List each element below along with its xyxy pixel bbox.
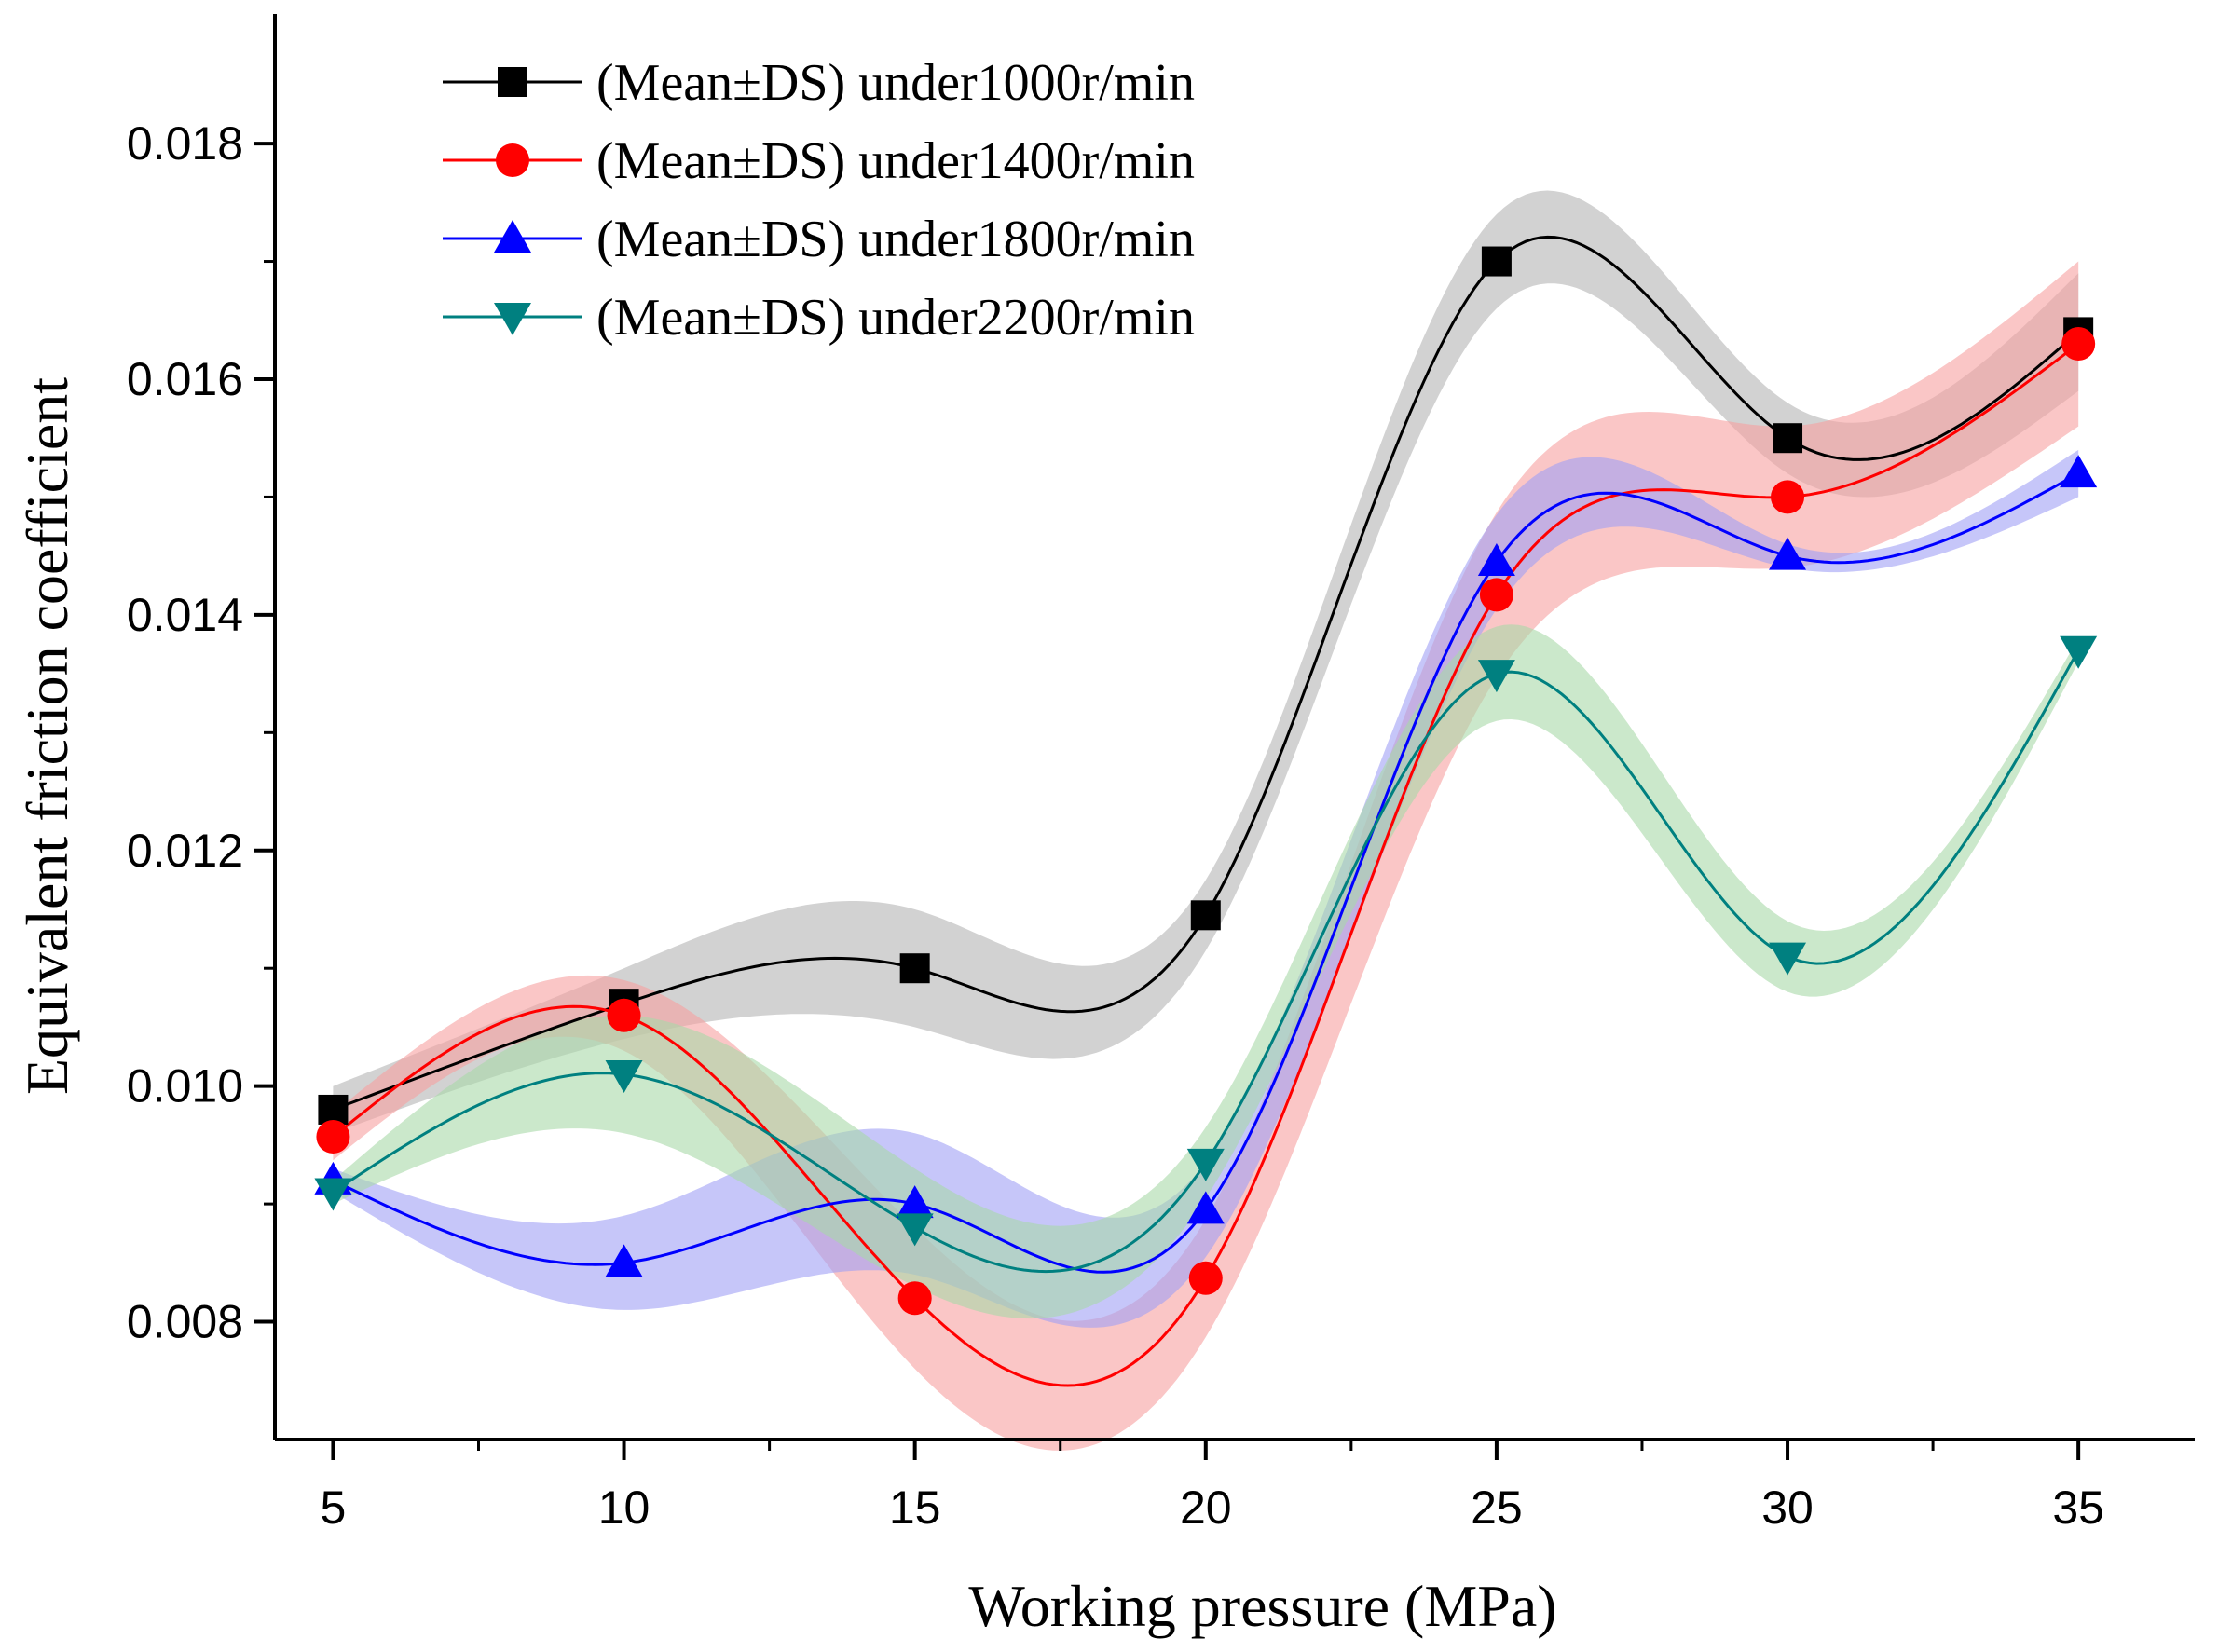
legend-label-1: (Mean±DS) under1000r/min [596, 54, 1195, 112]
marker-series-4-point-3 [896, 1213, 934, 1247]
legend-label-2: (Mean±DS) under1400r/min [596, 132, 1195, 190]
marker-series-3-point-4 [1186, 1191, 1225, 1224]
legend-marker-2 [496, 143, 529, 177]
marker-series-1-point-6 [1773, 423, 1803, 454]
marker-series-4-point-7 [2060, 635, 2098, 669]
x-tick-label: 30 [1761, 1481, 1814, 1534]
x-tick-label: 5 [321, 1481, 347, 1534]
marker-series-4-point-2 [605, 1060, 643, 1094]
confidence-bands [333, 190, 2079, 1451]
marker-series-1-point-1 [318, 1094, 349, 1125]
marker-series-4-point-4 [1186, 1148, 1225, 1181]
marker-series-4-point-1 [314, 1178, 352, 1211]
marker-series-2-point-5 [1479, 578, 1513, 612]
marker-series-2-point-2 [607, 998, 641, 1032]
tick-labels: 5 10 15 20 25 30 35 0.008 0.010 0.012 0.014 0.016 0.… [127, 117, 2104, 1534]
marker-series-2-point-1 [316, 1120, 350, 1154]
legend: (Mean±DS) under1000r/min (Mean±DS) under1… [443, 54, 1195, 347]
marker-series-3-point-5 [1477, 542, 1515, 576]
y-tick-label: 0.018 [127, 117, 243, 170]
legend-marker-4 [494, 303, 531, 335]
x-tick-label: 25 [1471, 1481, 1523, 1534]
marker-series-1-point-4 [1190, 900, 1221, 931]
y-tick-label: 0.014 [127, 589, 243, 641]
marker-series-2-point-4 [1188, 1261, 1223, 1295]
x-tick-label: 35 [2052, 1481, 2104, 1534]
axes [254, 14, 2195, 1460]
y-tick-label: 0.008 [127, 1296, 243, 1348]
marker-series-3-point-3 [896, 1185, 934, 1219]
x-tick-label: 10 [598, 1481, 650, 1534]
y-tick-label: 0.016 [127, 353, 243, 405]
marker-series-1-point-3 [899, 953, 930, 984]
x-tick-label: 15 [889, 1481, 941, 1534]
band-series-4 [333, 624, 2079, 1319]
series-markers [314, 246, 2098, 1316]
marker-series-4-point-5 [1477, 660, 1515, 693]
marker-series-3-point-7 [2060, 455, 2098, 488]
marker-series-2-point-3 [897, 1281, 932, 1316]
marker-series-2-point-6 [1771, 480, 1805, 514]
legend-marker-1 [498, 67, 527, 97]
x-axis-title: Working pressure (MPa) [968, 1573, 1556, 1639]
legend-marker-3 [494, 220, 531, 253]
x-tick-label: 20 [1180, 1481, 1232, 1534]
marker-series-4-point-6 [1769, 942, 1807, 976]
marker-series-1-point-5 [1481, 246, 1512, 277]
legend-label-4: (Mean±DS) under2200r/min [596, 289, 1195, 347]
y-tick-label: 0.012 [127, 825, 243, 877]
y-tick-label: 0.010 [127, 1060, 243, 1113]
band-series-3 [333, 449, 2079, 1328]
marker-series-2-point-7 [2061, 327, 2096, 362]
marker-series-3-point-6 [1769, 537, 1807, 570]
marker-series-3-point-2 [605, 1244, 643, 1277]
y-axis-title: Equivalent friction coefficient [14, 377, 80, 1095]
legend-label-3: (Mean±DS) under1800r/min [596, 211, 1195, 268]
